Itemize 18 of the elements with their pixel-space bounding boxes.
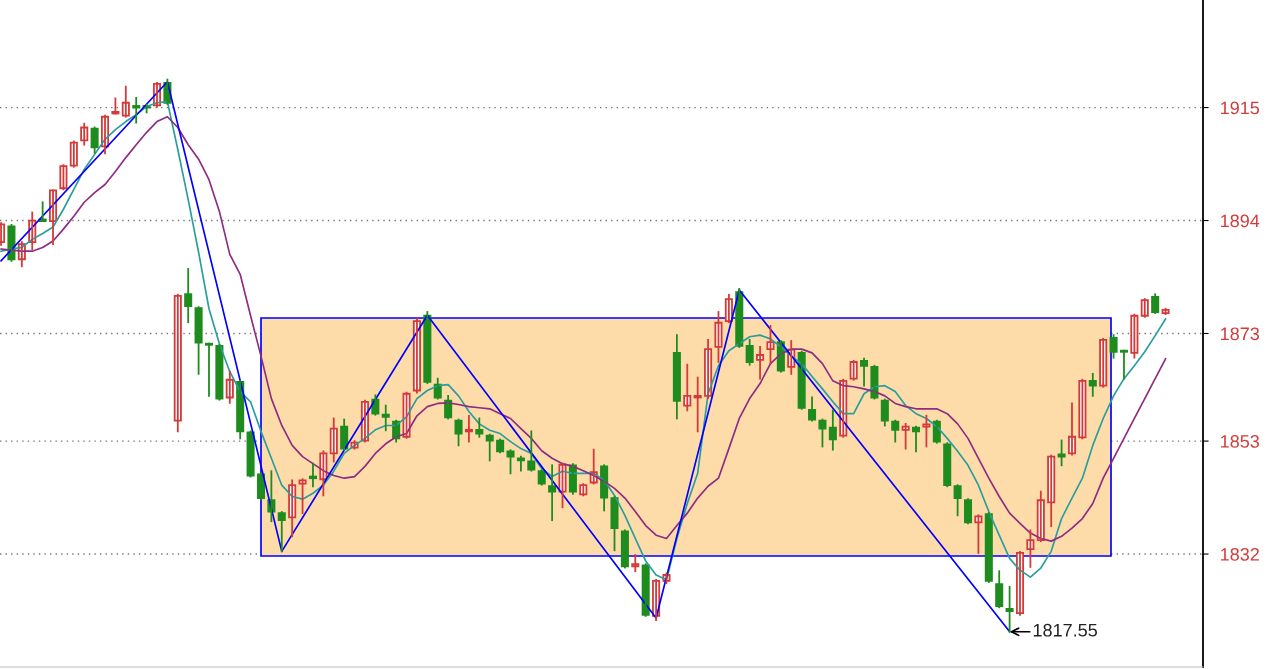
candlestick xyxy=(1057,439,1066,467)
candlestick xyxy=(610,496,619,552)
y-tick-label: 1832 xyxy=(1221,547,1259,561)
candlestick xyxy=(818,418,827,448)
candlestick xyxy=(194,306,203,375)
y-tick-label: 1915 xyxy=(1221,101,1260,115)
candlestick xyxy=(922,414,931,448)
candlestick xyxy=(974,514,983,554)
candlestick xyxy=(506,449,515,475)
annotation: 1817.55 xyxy=(1033,623,1097,637)
y-tick-label: 1853 xyxy=(1221,435,1260,448)
candlestick xyxy=(1109,334,1118,359)
y-tick-label: 1894 xyxy=(1221,214,1260,228)
candlestick xyxy=(1119,349,1129,380)
candlestick xyxy=(298,478,307,515)
candlestick xyxy=(766,325,775,365)
y-tick-label: 1873 xyxy=(1221,327,1260,341)
candlestick xyxy=(204,342,214,397)
